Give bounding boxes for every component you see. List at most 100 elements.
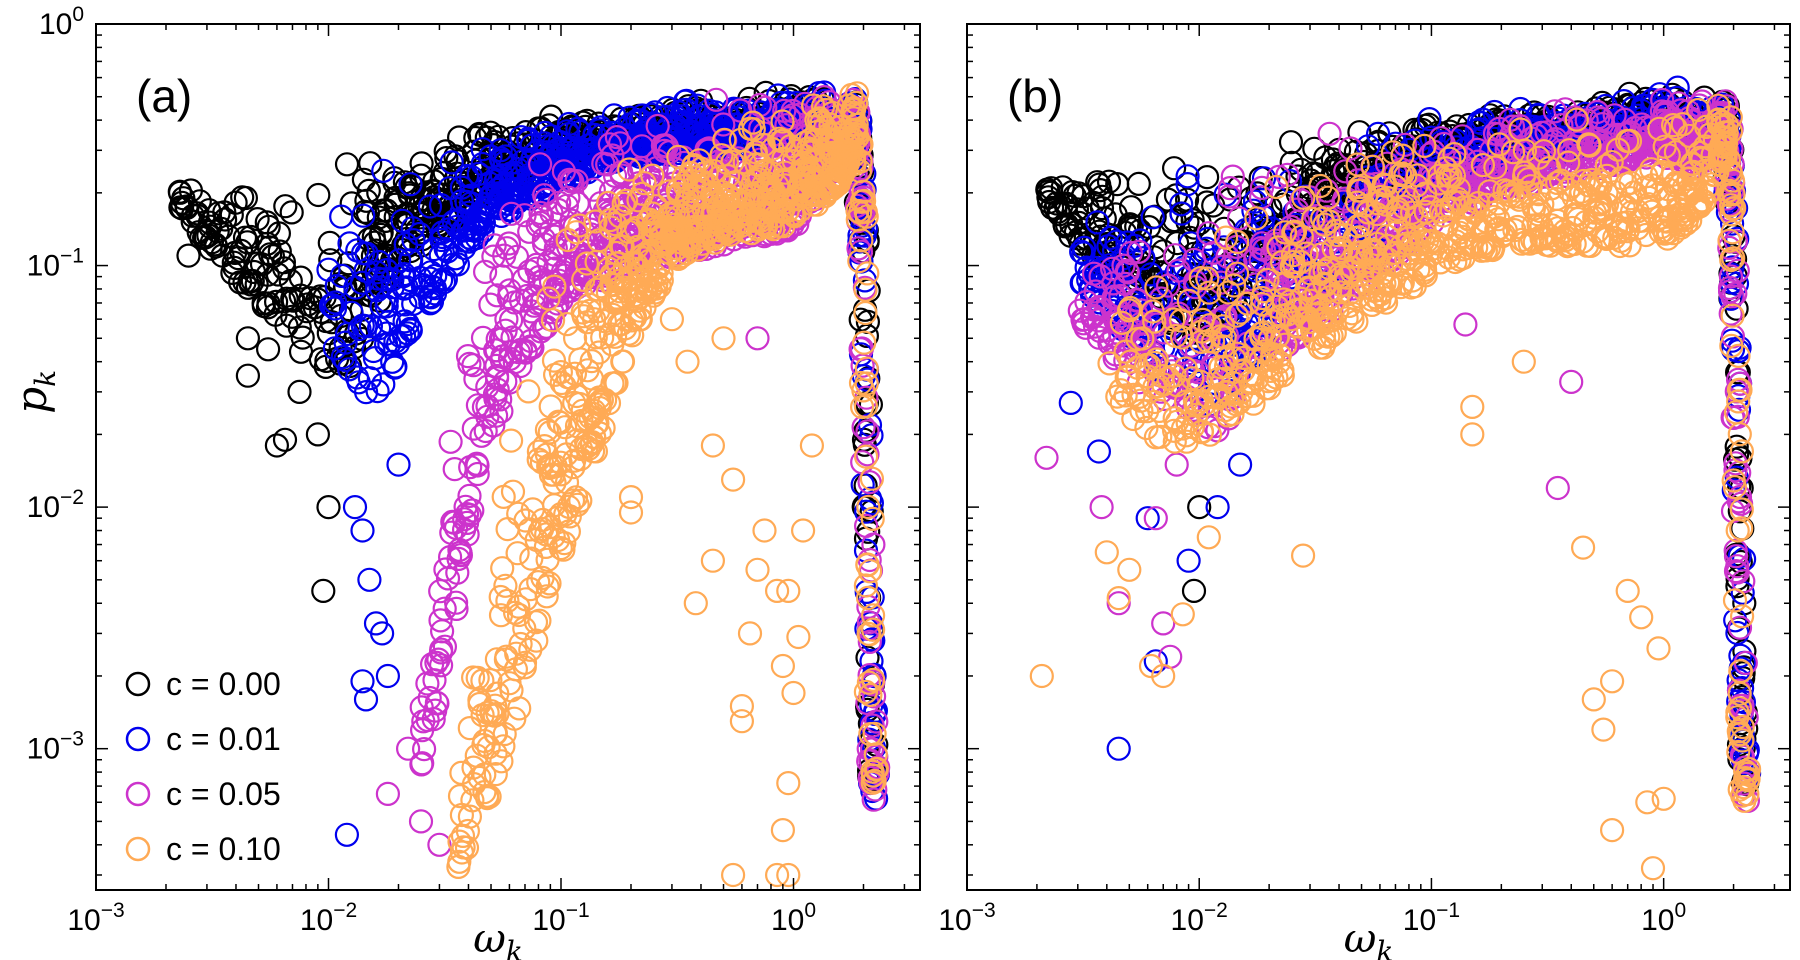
- series-0-point-619: [196, 223, 221, 248]
- series-0-point-327: [328, 335, 353, 361]
- series-3-point-573: [640, 163, 665, 188]
- series-2-outlier-point-0: [375, 781, 400, 807]
- series-0-point-561: [290, 325, 315, 350]
- series-2-point-458: [539, 201, 564, 226]
- series-2-point-121: [1163, 243, 1188, 268]
- series-1-point-621: [698, 110, 723, 136]
- series-0-point-396: [1066, 210, 1092, 235]
- series-2-point-539: [473, 259, 498, 284]
- series-0-point-10: [1278, 130, 1304, 155]
- series-3-point-66: [457, 715, 482, 741]
- series-3-point-586: [564, 220, 589, 245]
- series-1-point-212: [1140, 205, 1165, 230]
- series-1-outlier-point-2: [1106, 736, 1131, 761]
- series-1-point-632: [677, 119, 702, 144]
- series-2-point-612: [485, 327, 510, 352]
- series-3-point-589: [701, 184, 726, 210]
- series-3-point-456: [447, 783, 473, 809]
- series-2-point-319: [1482, 121, 1508, 146]
- series-2-point-603: [508, 353, 533, 379]
- series-2-tail-point-31: [855, 419, 880, 444]
- series-2-point-487: [499, 308, 524, 333]
- series-3-tail-point-19: [856, 621, 881, 647]
- series-3-point-629: [552, 374, 577, 399]
- series-3-tail-point-66: [863, 742, 888, 767]
- series-3-point-620: [586, 299, 611, 324]
- series-1-point-637: [640, 111, 665, 136]
- series-3-point-624: [460, 788, 485, 813]
- series-0-point-83: [267, 239, 292, 264]
- series-2-point-637: [411, 709, 436, 734]
- series-1-point-447: [459, 191, 484, 216]
- series-3-tail-point-38: [857, 559, 883, 584]
- series-3-tail-point-65: [841, 95, 866, 121]
- legend-marker: [125, 836, 151, 862]
- series-0-outlier-point-10: [287, 379, 312, 404]
- series-2-point-608: [415, 671, 440, 696]
- series-2-tail-point-27: [850, 353, 875, 378]
- series-1-point-636: [419, 289, 445, 314]
- series-0-point-594: [366, 180, 391, 205]
- series-3-point-510: [526, 447, 551, 472]
- series-3-tail-point-61: [847, 158, 873, 184]
- series-0-outlier-point-3: [1187, 495, 1212, 520]
- series-1-point-395: [390, 208, 415, 233]
- series-3-outlier-point-17: [781, 680, 806, 706]
- series-0-outlier-point-2: [1181, 578, 1207, 604]
- series-1-point-554: [445, 214, 470, 239]
- x-axis-label: ωk: [473, 916, 523, 960]
- panel-label: (a): [136, 70, 192, 122]
- series-0-outlier-point-9: [311, 578, 336, 604]
- series-3-point-364: [740, 110, 766, 135]
- series-3-point-361: [628, 269, 653, 294]
- series-1-point-542: [367, 316, 392, 341]
- series-2-point-95: [1149, 286, 1174, 311]
- series-2-point-307: [1114, 258, 1140, 283]
- series-2-outlier-point-2: [408, 809, 434, 834]
- series-0-point-258: [1617, 81, 1642, 106]
- series-1-point-551: [565, 116, 590, 142]
- series-1-point-388: [354, 241, 379, 266]
- series-0-outlier-point-4: [235, 363, 260, 388]
- series-3-point-579: [587, 421, 613, 446]
- series-3-point-621: [752, 189, 778, 214]
- series-2-tail-point-56: [848, 239, 874, 264]
- series-2-point-439: [581, 177, 606, 202]
- y-tick-label: 100: [39, 3, 84, 41]
- series-2-point-333: [457, 483, 482, 508]
- series-1-point-640: [440, 252, 466, 277]
- series-0-point-582: [1164, 231, 1190, 256]
- series-3-point-493: [555, 227, 580, 253]
- series-0-point-539: [187, 189, 212, 214]
- series-2-point-469: [442, 457, 467, 482]
- series-1-outlier-point-0: [1058, 390, 1083, 415]
- series-3-point-566: [597, 208, 623, 233]
- series-3-point-599: [475, 700, 500, 725]
- series-3-point-628: [526, 439, 552, 464]
- series-2-point-328: [629, 134, 655, 159]
- series-0-point-421: [228, 238, 254, 263]
- series-2-point-558: [452, 517, 477, 542]
- series-3-tail-point-9: [853, 444, 879, 469]
- plot-area: [1029, 75, 1762, 881]
- series-3-point-648: [715, 220, 740, 245]
- series-0-outlier-point-3: [235, 326, 260, 351]
- series-3-point-427: [464, 743, 489, 768]
- series-2-point-275: [704, 87, 729, 112]
- series-2-point-234: [1196, 221, 1221, 246]
- series-3-point-547: [602, 290, 627, 315]
- series-2-outlier-point-5: [745, 326, 770, 351]
- series-3-point-489: [746, 217, 771, 242]
- series-1-point-456: [398, 248, 423, 273]
- series-3-point-342: [519, 546, 544, 571]
- series-2-point-542: [489, 264, 514, 289]
- series-3-point-460: [526, 569, 551, 595]
- series-0-point-647: [280, 304, 305, 329]
- series-1-point-615: [495, 197, 520, 223]
- series-2-point-485: [604, 125, 630, 150]
- series-0-point-602: [409, 151, 434, 176]
- series-1-outlier-point-4: [1143, 649, 1168, 674]
- series-0-point-597: [1181, 241, 1207, 266]
- series-3-point-483: [596, 256, 622, 281]
